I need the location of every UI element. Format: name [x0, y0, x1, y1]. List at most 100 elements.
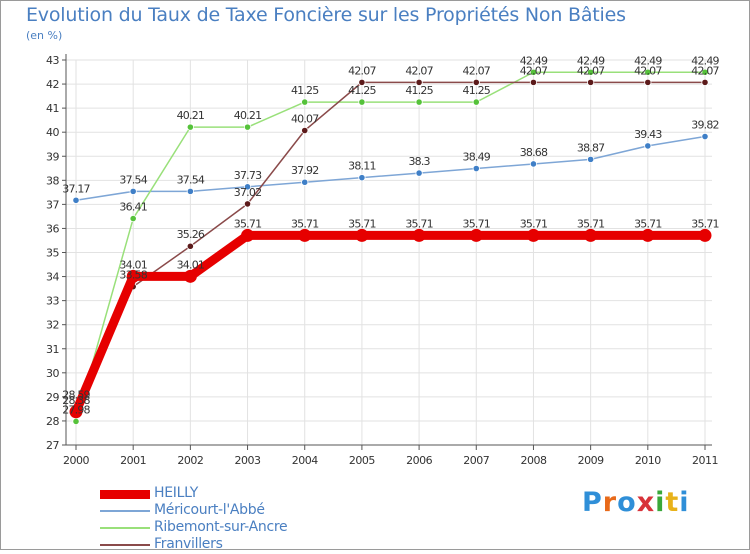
data-label: 37.54	[177, 173, 205, 186]
data-label: 38.49	[463, 151, 491, 164]
data-point	[126, 269, 140, 283]
data-point	[355, 228, 369, 242]
data-point	[529, 68, 538, 76]
data-point	[415, 78, 423, 86]
legend-swatch	[100, 527, 150, 529]
data-label: 35.71	[348, 217, 376, 230]
y-axis-unit: (en %)	[26, 29, 63, 42]
data-point	[587, 78, 595, 86]
data-label: 35.71	[291, 217, 319, 230]
data-point	[587, 68, 595, 76]
y-tick-label: 28	[46, 415, 59, 428]
data-point	[529, 160, 538, 168]
x-tick-label: 2003	[235, 454, 261, 467]
data-label: 38.11	[348, 160, 376, 173]
data-label: 34.01	[119, 258, 147, 271]
data-point	[415, 169, 423, 177]
x-tick-label: 2000	[63, 454, 89, 467]
data-point	[701, 78, 709, 86]
proxiti-logo: Proxiti	[582, 487, 690, 518]
y-tick-label: 38	[46, 174, 59, 187]
data-point	[644, 78, 652, 86]
data-point	[415, 98, 423, 106]
data-label: 42.07	[520, 64, 548, 77]
data-point	[243, 183, 252, 191]
data-label: 40.21	[234, 109, 262, 122]
data-label: 35.26	[177, 228, 205, 241]
data-label: 42.49	[577, 54, 605, 67]
data-label: 37.17	[62, 182, 90, 195]
data-point	[129, 187, 137, 195]
x-tick-label: 2002	[177, 454, 203, 467]
data-label: 39.82	[691, 119, 719, 132]
x-tick-label: 2007	[463, 454, 489, 467]
data-point	[472, 78, 480, 86]
legend-label: Franvillers	[154, 536, 223, 552]
data-point	[72, 196, 80, 204]
data-label: 38.3	[408, 155, 430, 168]
data-label: 37.54	[119, 173, 147, 186]
y-tick-label: 42	[46, 78, 59, 91]
series-line-1	[75, 135, 706, 202]
x-tick-label: 2001	[120, 454, 146, 467]
data-label: 37.02	[234, 186, 262, 199]
data-label: 34.01	[177, 258, 205, 271]
data-label: 38.87	[577, 141, 605, 154]
data-label: 35.71	[691, 217, 719, 230]
data-point	[469, 228, 483, 242]
data-label: 41.25	[291, 84, 319, 97]
x-tick-label: 2009	[578, 454, 604, 467]
y-tick-label: 29	[46, 391, 59, 404]
data-label: 42.07	[691, 64, 719, 77]
data-label: 39.43	[634, 128, 662, 141]
series-line-2	[75, 71, 706, 423]
logo-letter: x	[636, 487, 656, 518]
data-point	[186, 187, 194, 195]
data-label: 42.49	[691, 54, 719, 67]
data-label: 35.71	[405, 217, 433, 230]
legend-label: Méricourt-l'Abbé	[154, 502, 265, 518]
data-point	[584, 228, 598, 242]
data-point	[701, 68, 709, 76]
logo-letter: r	[602, 487, 618, 518]
data-label: 28.59	[62, 389, 90, 402]
y-tick-label: 40	[46, 126, 59, 139]
data-label: 35.71	[520, 217, 548, 230]
data-label: 41.25	[405, 84, 433, 97]
data-point	[301, 126, 309, 135]
data-point	[243, 123, 252, 131]
data-label: 35.71	[577, 217, 605, 230]
data-point	[529, 78, 538, 86]
x-tick-label: 2011	[692, 454, 718, 467]
data-point	[472, 164, 480, 173]
logo-letter: i	[655, 487, 666, 518]
y-tick-label: 32	[46, 319, 59, 332]
data-label: 42.07	[463, 64, 491, 77]
data-point	[644, 142, 652, 150]
x-tick-label: 2005	[349, 454, 375, 467]
y-tick-label: 43	[46, 54, 59, 67]
data-point	[301, 98, 309, 106]
data-label: 42.07	[405, 64, 433, 77]
logo-letter: t	[665, 487, 680, 518]
data-point	[241, 228, 255, 242]
data-label: 37.73	[234, 169, 262, 182]
x-tick-label: 2008	[520, 454, 546, 467]
y-tick-label: 27	[46, 439, 59, 452]
data-point	[587, 155, 595, 163]
data-label: 27.98	[62, 403, 90, 416]
data-point	[358, 98, 366, 106]
data-label: 42.07	[577, 64, 605, 77]
chart-title: Evolution du Taux de Taxe Foncière sur l…	[26, 4, 626, 26]
y-tick-label: 37	[46, 198, 59, 211]
data-point	[69, 405, 83, 419]
x-tick-label: 2004	[292, 454, 318, 467]
data-point	[186, 123, 194, 131]
y-tick-label: 36	[46, 222, 59, 235]
data-point	[243, 200, 252, 208]
logo-letter: i	[679, 487, 690, 518]
data-point	[698, 228, 712, 242]
legend-swatch	[100, 510, 150, 512]
data-label: 37.92	[291, 164, 319, 177]
